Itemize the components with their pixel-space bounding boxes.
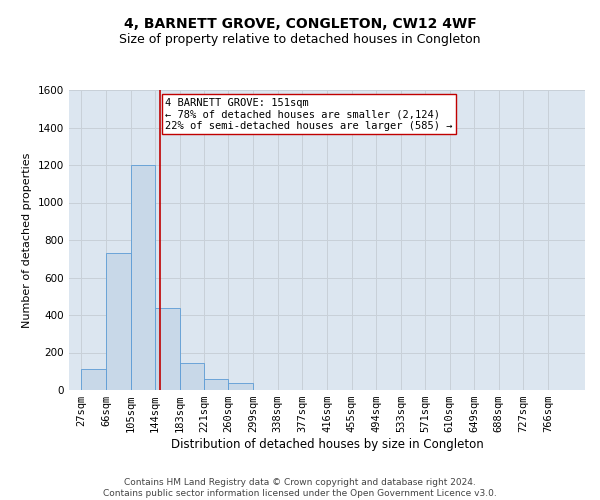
X-axis label: Distribution of detached houses by size in Congleton: Distribution of detached houses by size …	[170, 438, 484, 451]
Bar	[106, 253, 131, 390]
Bar	[155, 308, 180, 390]
Text: 4, BARNETT GROVE, CONGLETON, CW12 4WF: 4, BARNETT GROVE, CONGLETON, CW12 4WF	[124, 18, 476, 32]
Bar	[82, 370, 106, 390]
Y-axis label: Number of detached properties: Number of detached properties	[22, 152, 32, 328]
Text: 4 BARNETT GROVE: 151sqm
← 78% of detached houses are smaller (2,124)
22% of semi: 4 BARNETT GROVE: 151sqm ← 78% of detache…	[166, 98, 453, 130]
Text: Size of property relative to detached houses in Congleton: Size of property relative to detached ho…	[119, 32, 481, 46]
Text: Contains HM Land Registry data © Crown copyright and database right 2024.
Contai: Contains HM Land Registry data © Crown c…	[103, 478, 497, 498]
Bar	[180, 363, 204, 390]
Bar	[131, 165, 155, 390]
Bar	[229, 384, 253, 390]
Bar	[204, 379, 229, 390]
